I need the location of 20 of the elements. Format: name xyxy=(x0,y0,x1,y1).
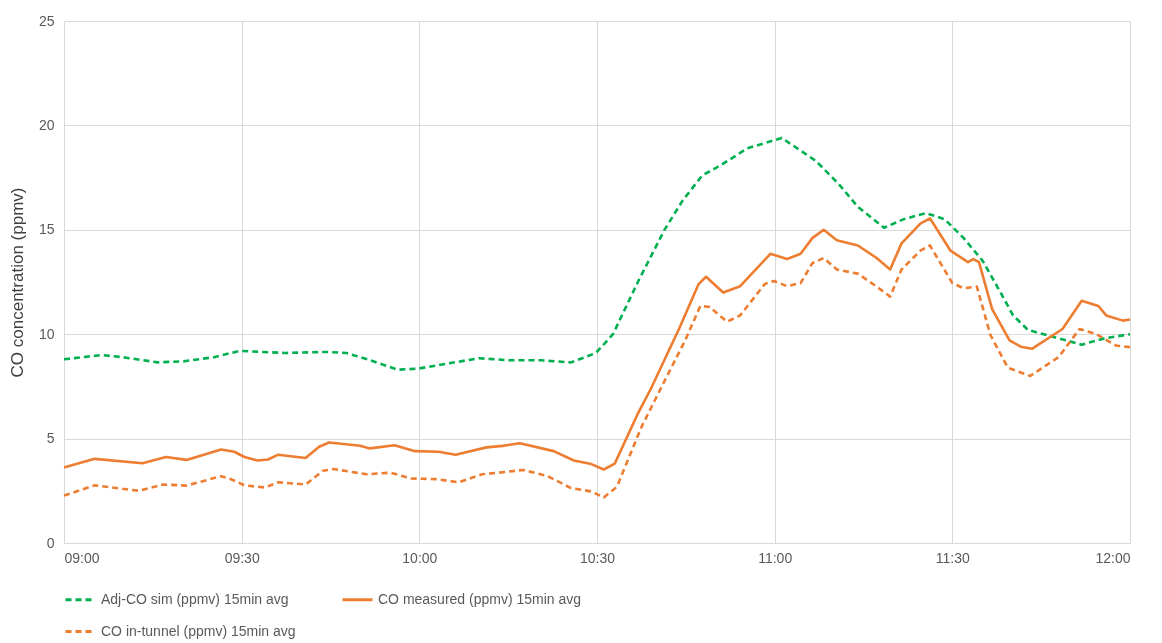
x-tick-label: 09:30 xyxy=(224,549,260,566)
y-tick-label: 15 xyxy=(38,221,55,238)
line-series xyxy=(62,136,1132,371)
y-tick-label: 10 xyxy=(38,325,55,342)
x-tick-label: 12:00 xyxy=(1095,549,1131,566)
y-axis-title: CO concentration (ppmv) xyxy=(7,187,27,378)
y-tick-label: 0 xyxy=(46,534,55,551)
x-tick-label: 11:30 xyxy=(935,549,971,566)
line-series xyxy=(62,244,1132,499)
legend-label: CO in-tunnel (ppmv) 15min avg xyxy=(101,622,296,639)
y-tick-label: 25 xyxy=(38,12,55,29)
x-tick-label: 10:00 xyxy=(402,549,438,566)
legend-label: Adj-CO sim (ppmv) 15min avg xyxy=(101,590,289,607)
x-tick-label: 09:00 xyxy=(64,549,100,566)
legend-label: CO measured (ppmv) 15min avg xyxy=(378,590,582,607)
x-tick-label: 11:00 xyxy=(758,549,793,566)
y-tick-label: 5 xyxy=(46,430,55,447)
x-tick-label: 10:30 xyxy=(579,549,616,566)
y-tick-label: 20 xyxy=(38,116,55,133)
line-series xyxy=(62,217,1132,471)
